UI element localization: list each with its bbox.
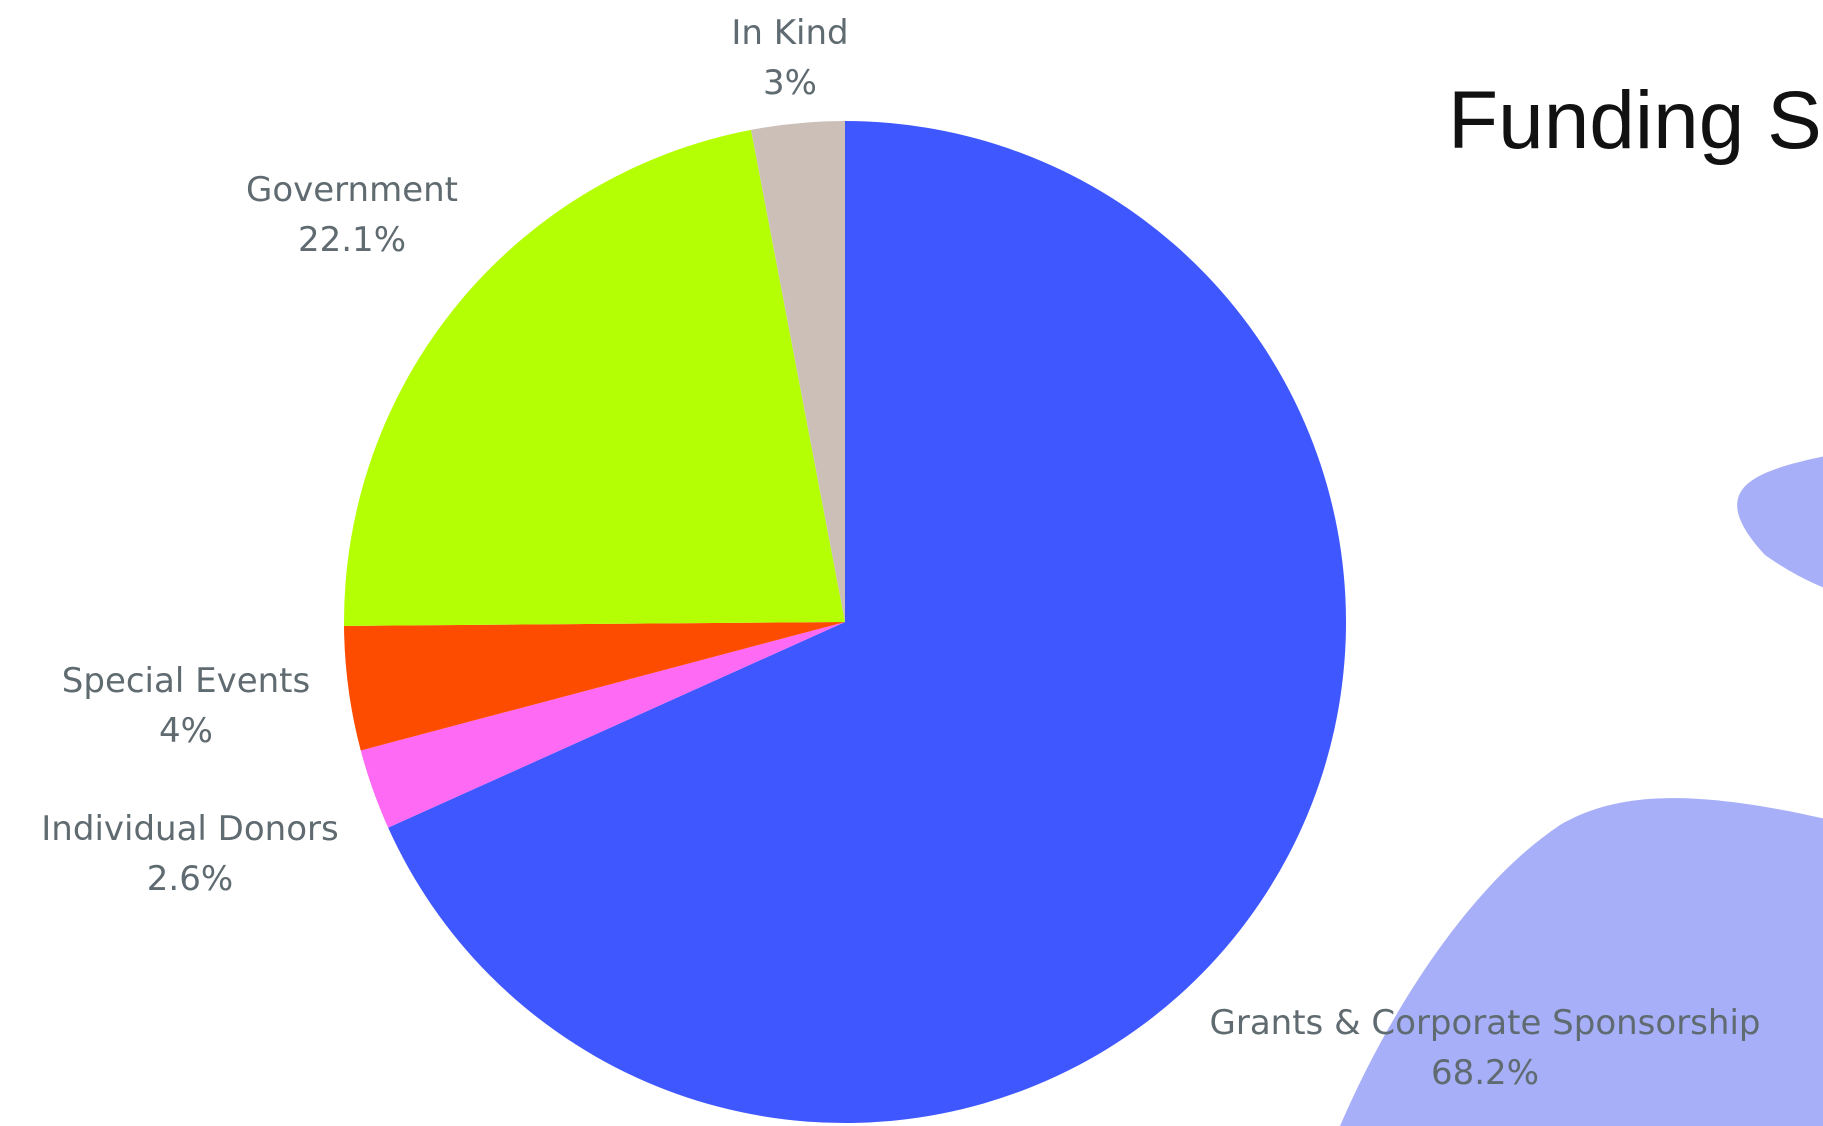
background-decoration	[1340, 456, 1823, 1126]
page-title: Funding Sources	[1448, 75, 1823, 166]
slice-value-individual-donors: 2.6%	[147, 859, 233, 899]
slice-label-grants-corporate-sponsorship: Grants & Corporate Sponsorship	[1210, 1003, 1761, 1043]
slice-value-special-events: 4%	[159, 711, 213, 751]
slice-label-special-events: Special Events	[62, 661, 310, 701]
slice-value-in-kind: 3%	[763, 63, 817, 103]
slice-value-government: 22.1%	[298, 220, 406, 260]
pie-slice-in-kind	[751, 121, 845, 622]
decorative-blob-upper	[1737, 456, 1823, 588]
slice-label-government: Government	[246, 170, 458, 210]
pie-slice-special-events	[344, 622, 845, 751]
pie-slices	[344, 121, 1346, 1123]
pie-slice-grants-corporate-sponsorship	[388, 121, 1346, 1123]
pie-slice-individual-donors	[360, 622, 845, 828]
pie-slice-government	[344, 129, 845, 626]
slice-label-individual-donors: Individual Donors	[41, 809, 338, 849]
slice-value-grants-corporate-sponsorship: 68.2%	[1431, 1053, 1539, 1093]
pie-labels: Grants & Corporate Sponsorship 68.2% Indiv…	[41, 13, 1760, 1093]
slice-label-in-kind: In Kind	[731, 13, 848, 53]
decorative-blob-lower	[1340, 798, 1823, 1126]
